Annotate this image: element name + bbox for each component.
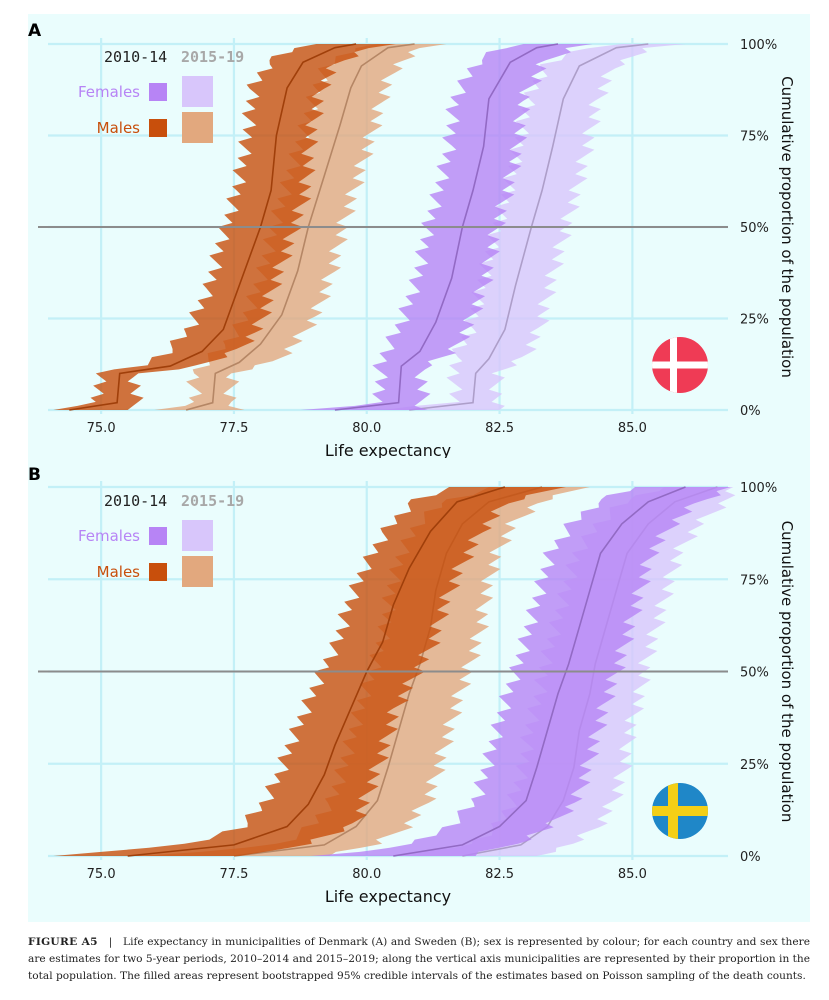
y-tick-label: 75% (740, 573, 769, 588)
chart-a-svg: 75.0 77.5 80.0 82.5 85.0 0% 25% 50% 75% 100% Life … (28, 21, 796, 460)
median-line-males-2010-14 (69, 43, 357, 411)
y-axis-title: Cumulative proportion of the population (778, 76, 796, 378)
legend-swatch-females-2015-19 (182, 520, 213, 551)
x-tick-label: 82.5 (485, 421, 514, 436)
median-line-males-2015-19 (185, 43, 415, 411)
flag-fill (652, 783, 708, 839)
y-tick-label: 0% (740, 404, 761, 419)
y-tick-label: 100% (740, 481, 777, 496)
x-tick-label: 75.0 (87, 867, 116, 882)
legend-swatch-males-2010-14 (149, 119, 167, 137)
panel-a-denmark: 75.0 77.5 80.0 82.5 85.0 0% 25% 50% 75% 100% Life … (28, 14, 810, 466)
x-tick-label: 85.0 (618, 421, 647, 436)
x-tick-label: 75.0 (87, 421, 116, 436)
y-tick-label: 75% (740, 130, 769, 145)
x-axis-title: Life expectancy (325, 441, 451, 460)
legend-swatch-males-2015-19 (182, 556, 213, 587)
figure-caption: FIGURE A5 | Life expectancy in municipal… (28, 934, 810, 985)
caption-label: FIGURE A5 (28, 936, 98, 948)
legend-header-2010-14: 2010-14 (104, 492, 167, 510)
x-tick-label: 80.0 (352, 421, 381, 436)
panel-label: B (28, 465, 41, 485)
legend-swatch-males-2015-19 (182, 112, 213, 143)
chart-b-svg: 75.0 77.5 80.0 82.5 85.0 0% 25% 50% 75% 100% Life … (28, 465, 796, 906)
sweden-flag (652, 783, 708, 839)
legend-header-2015-19: 2015-19 (181, 492, 244, 510)
x-tick-label: 85.0 (618, 867, 647, 882)
flag-fill (652, 337, 708, 393)
median-line-males-2010-14 (127, 486, 506, 857)
denmark-flag (652, 337, 708, 393)
flag-cross-vertical (668, 783, 678, 839)
y-tick-label: 50% (740, 221, 769, 236)
y-tick-label: 100% (740, 38, 777, 53)
x-tick-label: 80.0 (352, 867, 381, 882)
flag-cross-vertical (670, 337, 677, 393)
x-tick-label: 77.5 (219, 867, 248, 882)
legend-swatch-females-2010-14 (149, 527, 167, 545)
legend-swatch-females-2010-14 (149, 83, 167, 101)
legend-label-females: Females (78, 83, 140, 101)
legend-label-females: Females (78, 527, 140, 545)
y-tick-label: 25% (740, 313, 769, 328)
x-tick-label: 77.5 (219, 421, 248, 436)
legend-swatch-females-2015-19 (182, 76, 213, 107)
panel-b-sweden: 75.0 77.5 80.0 82.5 85.0 0% 25% 50% 75% 100% Life … (28, 458, 810, 922)
flag-cross-horizontal (652, 361, 708, 369)
ci-band-males-2015-19 (138, 487, 590, 856)
y-tick-label: 25% (740, 758, 769, 773)
y-tick-label: 50% (740, 666, 769, 681)
y-tick-label: 0% (740, 850, 761, 865)
legend-header-2015-19: 2015-19 (181, 48, 244, 66)
caption-text: Life expectancy in municipalities of Den… (28, 936, 810, 982)
x-axis-title: Life expectancy (325, 887, 451, 906)
legend-swatch-males-2010-14 (149, 563, 167, 581)
panel-label: A (28, 21, 42, 41)
legend-label-males: Males (97, 563, 141, 581)
legend-label-males: Males (97, 119, 141, 137)
flag-cross-horizontal (652, 806, 708, 816)
ci-band-males-2010-14 (53, 487, 566, 856)
caption-separator: | (108, 936, 113, 948)
median-line-females-2010-14 (393, 486, 686, 857)
x-tick-label: 82.5 (485, 867, 514, 882)
legend-header-2010-14: 2010-14 (104, 48, 167, 66)
y-axis-title: Cumulative proportion of the population (778, 521, 796, 823)
